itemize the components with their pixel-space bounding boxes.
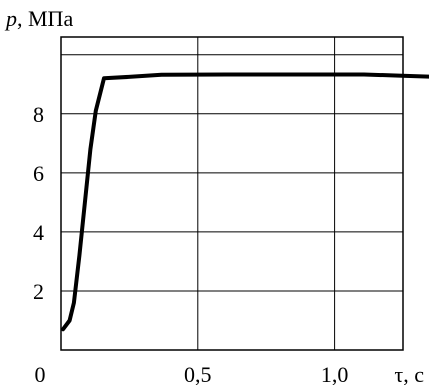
x-tick-label-0: 0 <box>35 362 46 385</box>
x-tick-label-2: 1,0 <box>321 362 349 385</box>
y-axis-label-symbol: p <box>4 6 17 31</box>
y-tick-label-3: 8 <box>33 102 44 127</box>
x-tick-labels: 0 0,5 1,0 <box>35 362 349 385</box>
x-tick-label-1: 0,5 <box>184 362 212 385</box>
y-tick-label-1: 4 <box>33 220 44 245</box>
grid-layer <box>61 37 403 350</box>
y-axis-label-unit: , МПа <box>17 6 73 31</box>
x-axis-label: τ, с <box>394 362 424 385</box>
series-layer <box>61 72 429 332</box>
y-tick-labels: 2 4 6 8 <box>33 102 44 304</box>
y-tick-label-0: 2 <box>33 279 44 304</box>
plot-frame <box>60 36 404 351</box>
series-line-0 <box>61 72 429 332</box>
y-axis-label: p, МПа <box>4 6 73 31</box>
y-tick-label-2: 6 <box>33 161 44 186</box>
